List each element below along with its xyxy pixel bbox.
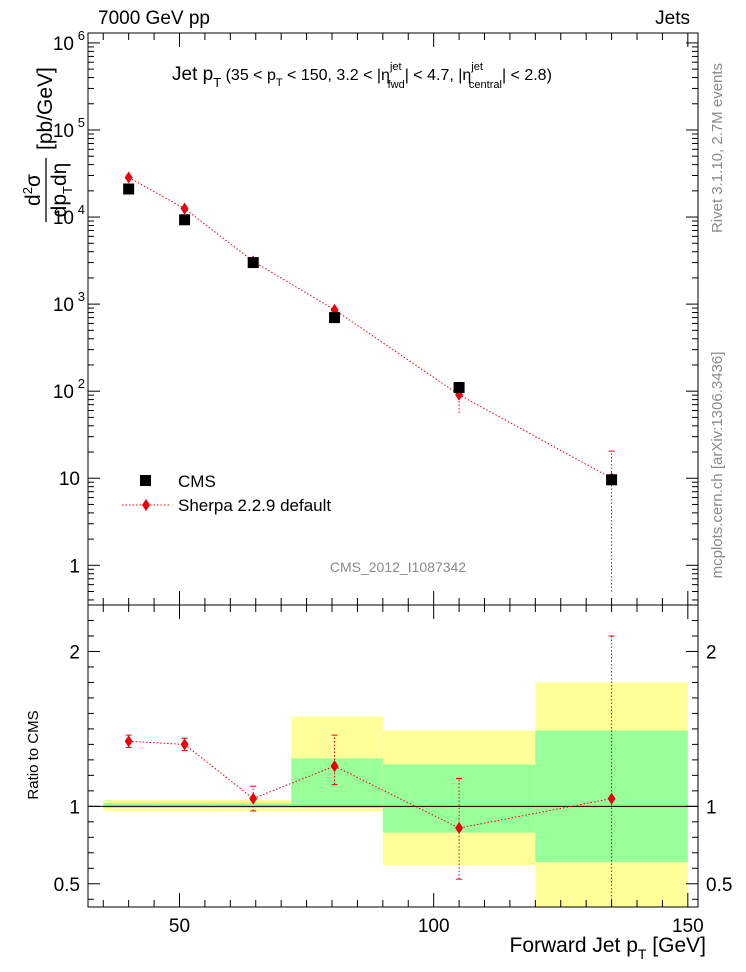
svg-text:[pb/GeV]: [pb/GeV]: [34, 67, 57, 150]
ratio-series: [124, 635, 616, 907]
main-plot-frame: [87, 32, 699, 606]
svg-text:dpTdη: dpTdη: [48, 163, 75, 218]
ratio-point: [124, 735, 133, 748]
x-axis-label: Forward Jet pT [GeV]: [510, 934, 706, 962]
mc-point: [180, 202, 189, 215]
ratio-y-tick-label-right: 0.5: [706, 875, 732, 896]
analysis-watermark: CMS_2012_I1087342: [330, 559, 466, 575]
ratio-point: [330, 760, 339, 773]
cms-series: [123, 183, 618, 486]
main-y-tick-exponent: 2: [78, 376, 85, 391]
main-y-tick-exponent: 3: [78, 289, 85, 304]
ratio-point: [455, 822, 464, 835]
main-panel: 1 10 10 2 10 3 10 4 10 5 10 6 Jet pT (35 < pT < 150…: [20, 28, 699, 606]
main-y-axis-label: d2σ dpTdη [pb/GeV]: [20, 67, 75, 222]
main-y-tick-exponent: 4: [78, 202, 85, 217]
legend-label-cms: CMS: [178, 472, 216, 491]
ratio-y-tick-label: 0.5: [54, 875, 80, 896]
main-y-tick-exponent: 5: [78, 115, 85, 130]
rivet-label: Rivet 3.1.10, 2.7M events: [709, 63, 726, 233]
plot-title: Jet pT (35 < pT < 150, 3.2 < |ηjet fwd| <…: [172, 61, 552, 91]
main-y-tick-exponent: 6: [78, 28, 85, 43]
mc-series: [124, 171, 616, 592]
main-y-tick-label: 10: [53, 382, 74, 403]
cms-point: [247, 257, 259, 269]
legend: CMS Sherpa 2.2.9 default: [122, 472, 331, 515]
mc-line: [128, 177, 612, 479]
cms-point: [453, 382, 465, 394]
ratio-y-tick-label: 1: [69, 797, 80, 818]
legend-marker-cms: [140, 475, 151, 486]
cms-point: [179, 214, 191, 226]
cms-point: [606, 474, 618, 486]
ratio-band-inner: [215, 803, 292, 808]
x-tick-label: 50: [169, 916, 190, 937]
ratio-band-inner: [154, 803, 216, 808]
ratio-point: [607, 792, 616, 805]
header-left: 7000 GeV pp: [98, 8, 210, 29]
ratio-bands: [103, 682, 688, 907]
x-tick-label: 150: [672, 916, 704, 937]
main-y-tick-label: 10: [53, 295, 74, 316]
ratio-x-ticks: 50 100 150: [102, 605, 704, 937]
ratio-y-axis-label: Ratio to CMS: [25, 710, 42, 799]
main-y-tick-label: 10: [53, 121, 74, 142]
ratio-y-tick-label-right: 1: [706, 797, 717, 818]
main-y-ticks: 1 10 10 2 10 3 10 4 10 5 10 6: [53, 28, 698, 601]
main-x-ticks: [102, 33, 689, 605]
ratio-point: [249, 792, 258, 805]
x-tick-label: 100: [418, 916, 450, 937]
cms-point: [123, 183, 135, 195]
ratio-panel: 0.5 0.5 1 1 2 2 50 100 150 Ratio to CMS Forward…: [25, 604, 732, 962]
svg-text:d2σ: d2σ: [20, 174, 45, 206]
legend-label-sherpa: Sherpa 2.2.9 default: [178, 496, 331, 515]
ratio-y-tick-label-right: 2: [706, 642, 717, 663]
ratio-band-inner: [103, 803, 155, 808]
ratio-line: [128, 740, 612, 829]
main-y-tick-label: 10: [53, 34, 74, 55]
mcplots-label: mcplots.cern.ch [arXiv:1306.3436]: [709, 352, 726, 579]
ratio-point: [180, 738, 189, 751]
ratio-y-ticks: 0.5 0.5 1 1 2 2: [54, 619, 732, 900]
mc-point: [124, 171, 133, 184]
cms-point: [329, 312, 341, 324]
legend-marker-sherpa: [142, 499, 150, 511]
main-y-tick-label: 10: [53, 208, 74, 229]
ratio-plot-frame: [87, 604, 699, 908]
ratio-y-tick-label: 2: [69, 642, 80, 663]
header-right: Jets: [655, 8, 690, 29]
main-y-tick-label: 1: [69, 556, 80, 577]
main-y-tick-label: 10: [59, 469, 80, 490]
